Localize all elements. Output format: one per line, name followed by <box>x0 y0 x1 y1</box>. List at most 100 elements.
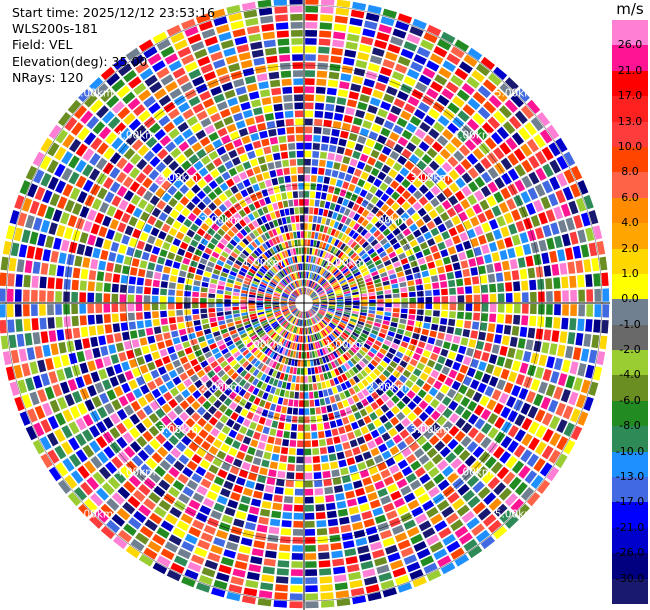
colorbar-swatch <box>612 273 648 300</box>
range-gate-cell <box>152 60 166 72</box>
range-gate-cell <box>151 142 163 154</box>
range-gate-cell <box>304 311 306 319</box>
range-gate-cell <box>282 339 288 347</box>
range-gate-cell <box>281 279 288 286</box>
range-gate-cell <box>247 125 258 134</box>
range-gate-cell <box>263 493 273 501</box>
range-gate-cell <box>373 243 382 251</box>
range-gate-cell <box>310 281 315 288</box>
range-gate-cell <box>282 398 289 406</box>
range-gate-cell <box>55 316 63 328</box>
range-gate-cell <box>380 193 390 202</box>
range-gate-cell <box>311 306 318 310</box>
range-gate-cell <box>130 54 145 68</box>
range-gate-cell <box>513 314 521 325</box>
range-gate-cell <box>319 439 326 447</box>
range-gate-cell <box>270 267 277 274</box>
range-gate-cell <box>361 300 368 303</box>
range-gate-cell <box>82 444 95 458</box>
range-gate-cell <box>317 288 323 293</box>
range-gate-cell <box>147 235 156 245</box>
range-gate-cell <box>563 439 576 455</box>
range-gate-cell <box>135 303 143 312</box>
range-gate-cell <box>288 266 292 273</box>
range-gate-cell <box>447 156 459 168</box>
range-gate-cell <box>324 346 329 354</box>
range-gate-cell <box>287 191 293 199</box>
range-gate-cell <box>327 152 335 161</box>
range-gate-cell <box>265 179 272 188</box>
range-gate-cell <box>505 282 513 292</box>
range-gate-cell <box>511 209 521 221</box>
range-gate-cell <box>200 360 209 368</box>
range-gate-cell <box>562 186 574 201</box>
range-gate-cell <box>308 272 311 279</box>
range-gate-cell <box>486 263 494 274</box>
range-gate-cell <box>312 215 318 223</box>
range-gate-cell <box>346 33 360 42</box>
range-gate-cell <box>283 225 289 233</box>
range-gate-cell <box>40 331 49 344</box>
range-gate-cell <box>280 319 287 326</box>
range-gate-cell <box>324 284 331 290</box>
range-gate-cell <box>436 403 447 414</box>
range-gate-cell <box>243 9 258 19</box>
range-gate-cell <box>489 376 499 387</box>
range-gate-cell <box>191 142 202 152</box>
range-gate-cell <box>218 564 232 575</box>
range-gate-cell <box>121 361 130 372</box>
range-gate-cell <box>312 304 320 307</box>
range-gate-cell <box>74 255 83 267</box>
range-gate-cell <box>194 48 208 59</box>
range-gate-cell <box>95 358 104 369</box>
range-gate-cell <box>222 267 230 274</box>
range-gate-cell <box>240 306 248 310</box>
range-gate-cell <box>319 447 328 455</box>
range-gate-cell <box>326 502 336 511</box>
range-gate-cell <box>418 520 432 532</box>
range-gate-cell <box>226 259 234 266</box>
range-gate-cell <box>468 258 477 267</box>
range-gate-cell <box>344 307 352 311</box>
range-gate-cell <box>562 304 569 316</box>
range-gate-cell <box>350 315 358 320</box>
range-gate-cell <box>505 293 513 303</box>
range-gate-cell <box>196 190 206 200</box>
range-gate-cell <box>92 121 106 135</box>
range-gate-cell <box>333 411 341 419</box>
range-gate-cell <box>328 335 334 342</box>
range-gate-cell <box>242 249 250 257</box>
range-gate-cell <box>116 171 127 184</box>
range-gate-cell <box>473 349 482 360</box>
range-gate-cell <box>296 289 300 296</box>
range-gate-cell <box>52 209 63 222</box>
range-gate-cell <box>350 83 362 92</box>
range-gate-cell <box>317 536 329 544</box>
range-gate-cell <box>553 277 561 289</box>
range-gate-cell <box>427 261 436 269</box>
range-gate-cell <box>256 217 264 226</box>
range-gate-cell <box>305 287 307 295</box>
range-gate-cell <box>183 147 194 158</box>
range-gate-cell <box>319 200 326 208</box>
range-gate-cell <box>240 300 247 303</box>
range-gate-cell <box>304 142 312 150</box>
range-gate-cell <box>334 329 341 335</box>
range-gate-cell <box>437 479 450 491</box>
range-gate-cell <box>497 303 505 313</box>
range-gate-cell <box>167 173 178 184</box>
range-gate-cell <box>506 198 517 210</box>
range-gate-cell <box>244 261 252 268</box>
range-gate-cell <box>349 17 363 27</box>
range-gate-cell <box>172 220 182 230</box>
range-gate-cell <box>487 167 499 179</box>
range-gate-cell <box>365 12 380 22</box>
range-gate-cell <box>40 137 53 153</box>
range-gate-cell <box>360 296 368 300</box>
range-gate-cell <box>337 89 349 98</box>
range-gate-cell <box>250 99 262 108</box>
range-gate-cell <box>288 448 296 455</box>
range-gate-cell <box>40 373 51 387</box>
range-gate-cell <box>200 532 214 543</box>
range-gate-cell <box>188 441 199 452</box>
